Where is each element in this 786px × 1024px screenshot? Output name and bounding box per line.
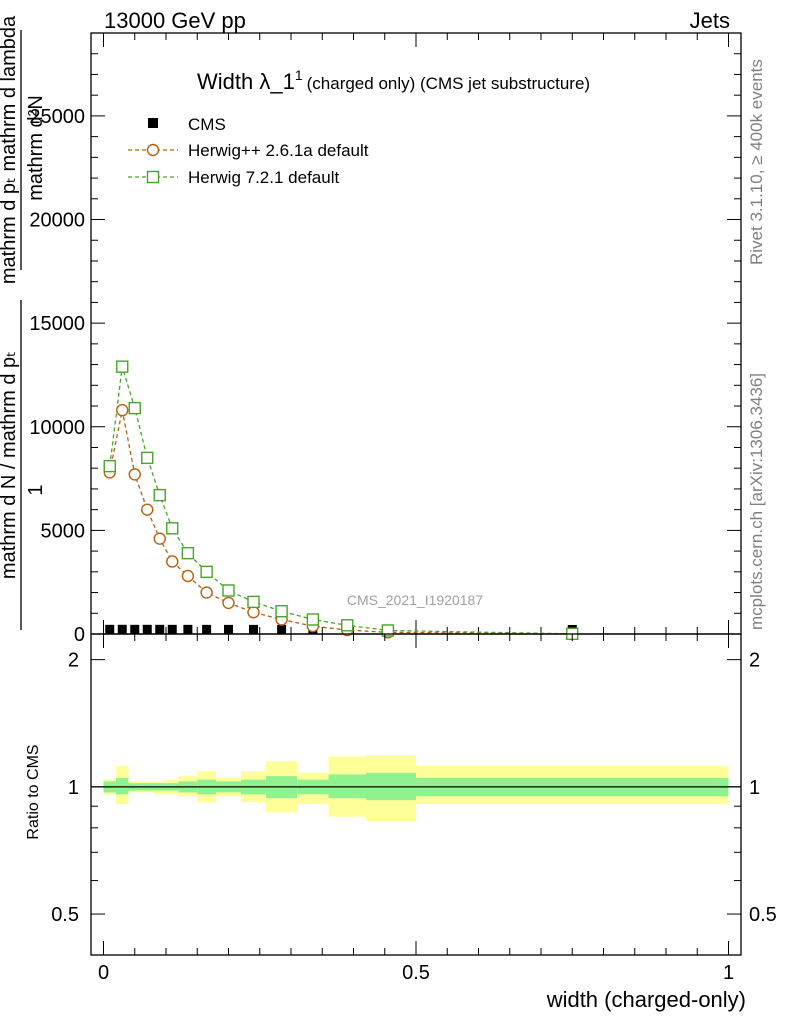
cms-point <box>117 624 127 634</box>
cms-point <box>224 624 233 634</box>
main-ylabel: mathrm d²N mathrm d pₜ mathrm d lambda 1… <box>0 15 47 630</box>
herwig7-point <box>103 459 116 473</box>
ratio-inner-band <box>116 777 129 795</box>
cms-point <box>277 624 287 634</box>
herwig7-point <box>222 584 235 597</box>
header-right-label: Jets <box>690 8 730 33</box>
ratio-bands <box>91 754 741 822</box>
ratio-y-tick-label-right: 0.5 <box>749 904 777 926</box>
cms-point <box>130 624 140 634</box>
legend-marker-herwig7 <box>146 170 160 184</box>
legend-marker-herwigpp <box>146 143 160 157</box>
mcplots-label: mcplots.cern.ch [arXiv:1306.3436] <box>747 373 766 630</box>
chart-title-main: Width λ_1 <box>197 69 295 94</box>
ratio-axes: 0 0.5 1 0.5 0.5 1 1 2 2 <box>51 633 777 984</box>
herwigpp-point <box>128 468 141 481</box>
herwigpp-point <box>200 586 213 599</box>
cms-point <box>105 624 115 634</box>
herwigpp-point <box>116 403 129 417</box>
y-tick-label: 10000 <box>29 417 85 439</box>
ratio-y-tick-label-right: 2 <box>749 650 760 672</box>
x-tick-label: 0.5 <box>402 962 430 984</box>
herwigpp-point <box>222 596 235 610</box>
herwigpp-point <box>141 503 154 516</box>
x-tick-label: 1 <box>723 962 734 984</box>
ylabel-prefix-denominator: mathrm d N / mathrm d pₜ <box>0 351 20 579</box>
legend-marker-cms <box>148 118 158 128</box>
watermark-label: CMS_2021_I1920187 <box>347 592 483 608</box>
cms-point <box>142 624 152 634</box>
cms-point <box>155 624 165 634</box>
ratio-ylabel: Ratio to CMS <box>25 744 42 839</box>
y-tick-label: 20000 <box>29 210 85 232</box>
ratio-panel: 0 0.5 1 0.5 0.5 1 1 2 2 Ratio to CMS width (char… <box>25 633 777 1012</box>
herwig7-point <box>141 451 154 465</box>
chart-title-suffix: (charged only) (CMS jet substructure) <box>307 74 590 93</box>
y-tick-label: 25000 <box>29 106 85 128</box>
main-panel: 0 5000 10000 15000 20000 25000 CMS_2021_I1920… <box>0 15 742 646</box>
herwig7-point <box>200 565 213 579</box>
herwigpp-point <box>166 555 179 568</box>
ylabel-numerator: mathrm d²N <box>25 95 47 201</box>
ratio-y-tick-label-right: 1 <box>749 777 760 799</box>
y-tick-label: 15000 <box>29 313 85 335</box>
cms-point <box>183 624 193 634</box>
cms-point <box>202 624 212 634</box>
xlabel: width (charged-only) <box>546 987 746 1012</box>
herwig7-point <box>116 360 129 373</box>
ratio-y-tick-label-left: 0.5 <box>51 904 79 926</box>
chart-title-superscript: 1 <box>295 67 303 83</box>
cms-point <box>249 624 258 634</box>
series-line-herwigpp <box>109 410 573 635</box>
rivet-version-label: Rivet 3.1.10, ≥ 400k events <box>747 59 766 265</box>
legend-label-herwigpp: Herwig++ 2.6.1a default <box>188 141 369 160</box>
series-line-herwig7 <box>109 366 573 635</box>
cms-point <box>167 624 177 634</box>
herwig7-point <box>306 613 320 626</box>
ratio-y-tick-label-left: 1 <box>68 777 79 799</box>
herwig7-point <box>181 546 195 560</box>
herwig7-point <box>381 624 395 637</box>
herwigpp-point <box>247 606 260 619</box>
y-tick-label: 5000 <box>41 520 86 542</box>
herwig7-point <box>341 619 354 632</box>
herwig7-point <box>128 401 141 415</box>
legend: CMS Herwig++ 2.6.1a default Herwig 7.2.1… <box>128 115 369 187</box>
herwigpp-point <box>153 532 166 545</box>
herwigpp-point <box>181 569 195 583</box>
ylabel-denominator: mathrm d pₜ mathrm d lambda <box>0 15 20 284</box>
herwig7-point <box>166 522 179 535</box>
herwig7-point <box>247 595 260 609</box>
ylabel-prefix-numerator: 1 <box>25 484 47 495</box>
header-left-label: 13000 GeV pp <box>104 8 246 33</box>
legend-label-herwig7: Herwig 7.2.1 default <box>188 168 339 187</box>
ratio-y-tick-label-left: 2 <box>68 650 79 672</box>
legend-label-cms: CMS <box>188 115 226 134</box>
chart-title: Width λ_11 (charged only) (CMS jet substr… <box>197 67 590 94</box>
y-tick-label: 0 <box>74 624 85 646</box>
main-axes: 0 5000 10000 15000 20000 25000 <box>29 32 742 646</box>
main-series-group <box>103 360 579 641</box>
herwig7-point <box>153 488 166 502</box>
herwig7-point <box>275 605 288 618</box>
x-tick-label: 0 <box>98 962 109 984</box>
